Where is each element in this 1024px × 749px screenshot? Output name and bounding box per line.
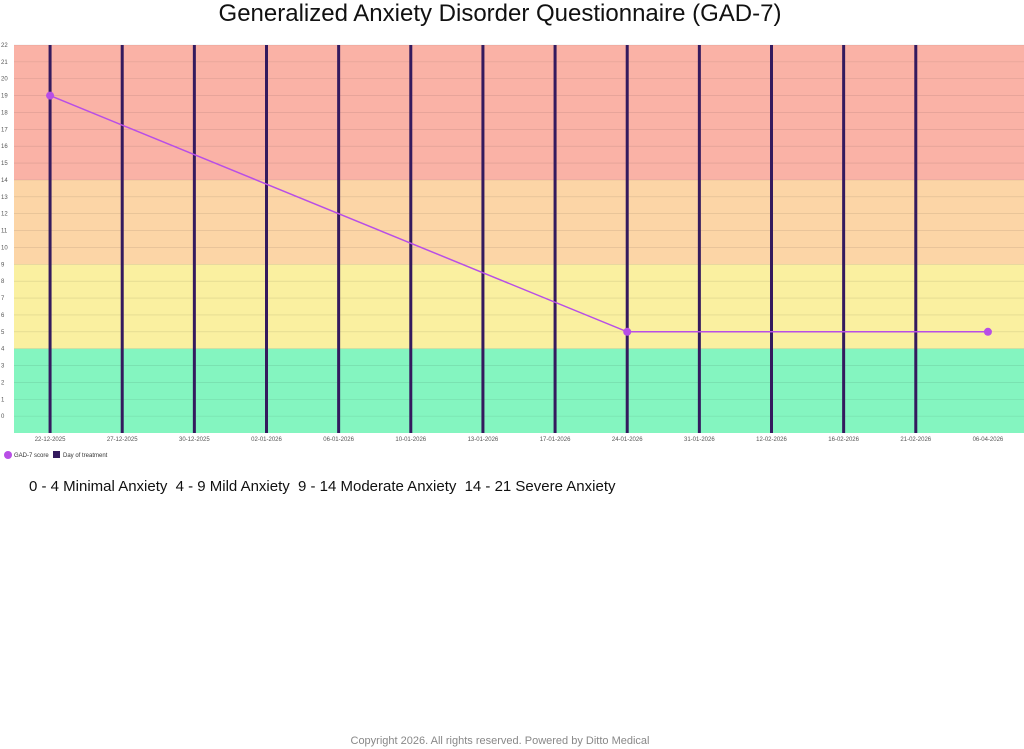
score-point xyxy=(623,327,632,336)
treatment-day-bar xyxy=(625,45,629,433)
x-tick-label: 30-12-2025 xyxy=(179,437,210,443)
y-tick-label: 17 xyxy=(1,127,8,133)
x-tick-label: 06-04-2026 xyxy=(973,437,1004,443)
y-tick-label: 16 xyxy=(1,144,8,150)
x-tick-label: 13-01-2026 xyxy=(468,437,499,443)
severity-bands xyxy=(14,45,1024,433)
y-tick-label: 22 xyxy=(1,43,8,49)
treatment-day-bar xyxy=(553,45,557,433)
severity-band-3 xyxy=(14,45,1024,180)
x-tick-label: 24-01-2026 xyxy=(612,437,643,443)
chart-legend: GAD-7 score Day of treatment xyxy=(4,451,108,459)
severity-legend-moderate: 9 - 14 Moderate Anxiety xyxy=(297,478,457,495)
score-point xyxy=(46,91,55,100)
y-tick-label: 14 xyxy=(1,178,8,184)
y-tick-label: 13 xyxy=(1,195,8,201)
treatment-day-bar xyxy=(697,45,701,433)
y-tick-label: 12 xyxy=(1,212,8,218)
score-series xyxy=(46,91,992,336)
y-tick-label: 2 xyxy=(1,380,5,386)
y-tick-label: 4 xyxy=(1,347,5,353)
y-tick-label: 21 xyxy=(1,60,8,66)
legend-label-score: GAD-7 score xyxy=(14,453,49,459)
score-point xyxy=(983,327,992,336)
treatment-day-bar xyxy=(481,45,485,433)
chart-title: Generalized Anxiety Disorder Questionnai… xyxy=(218,0,782,27)
y-tick-label: 18 xyxy=(1,110,8,116)
treatment-day-bar xyxy=(120,45,124,433)
x-axis-ticks: 22-12-2025 27-12-2025 30-12-2025 02-01-2026… xyxy=(35,437,1004,443)
x-tick-label: 10-01-2026 xyxy=(395,437,426,443)
severity-band-2 xyxy=(14,179,1024,265)
x-tick-label: 02-01-2026 xyxy=(251,437,282,443)
y-tick-label: 6 xyxy=(1,313,5,319)
treatment-day-bar xyxy=(914,45,918,433)
y-tick-label: 8 xyxy=(1,279,5,285)
severity-legend-minimal: 0 - 4 Minimal Anxiety xyxy=(29,478,168,495)
treatment-day-bar xyxy=(265,45,268,433)
legend-label-treatment: Day of treatment xyxy=(63,453,108,459)
treatment-day-bar xyxy=(337,45,341,433)
x-tick-label: 06-01-2026 xyxy=(323,437,354,443)
severity-legend-severe: 14 - 21 Severe Anxiety xyxy=(464,478,616,495)
treatment-day-bar xyxy=(192,45,196,433)
legend-swatch-treatment xyxy=(53,451,60,458)
x-tick-label: 17-01-2026 xyxy=(540,437,571,443)
severity-legend-mild: 4 - 9 Mild Anxiety xyxy=(175,478,290,495)
y-tick-label: 9 xyxy=(1,262,5,268)
treatment-day-bar xyxy=(48,45,52,433)
legend-swatch-score xyxy=(4,451,12,459)
severity-band-1 xyxy=(14,264,1024,349)
y-tick-label: 19 xyxy=(1,94,8,100)
x-tick-label: 12-02-2026 xyxy=(756,437,787,443)
treatment-day-bar xyxy=(409,45,413,433)
y-tick-label: 11 xyxy=(1,229,8,235)
treatment-day-bars xyxy=(48,45,918,433)
x-tick-label: 27-12-2025 xyxy=(107,437,138,443)
treatment-day-bar xyxy=(770,45,773,433)
y-tick-label: 1 xyxy=(1,397,5,403)
severity-band-0 xyxy=(14,348,1024,433)
copyright-footer: Copyright 2026. All rights reserved. Pow… xyxy=(350,735,650,747)
y-tick-label: 15 xyxy=(1,161,8,167)
y-tick-label: 3 xyxy=(1,364,5,370)
grid-lines xyxy=(14,44,1024,417)
y-tick-label: 5 xyxy=(1,330,5,336)
y-tick-label: 7 xyxy=(1,296,5,302)
treatment-day-bar xyxy=(842,45,846,433)
severity-legend: 0 - 4 Minimal Anxiety 4 - 9 Mild Anxiety… xyxy=(29,477,620,497)
x-tick-label: 21-02-2026 xyxy=(900,437,931,443)
x-tick-label: 16-02-2026 xyxy=(828,437,859,443)
x-tick-label: 22-12-2025 xyxy=(35,437,66,443)
y-tick-label: 0 xyxy=(1,414,5,420)
y-tick-label: 10 xyxy=(1,245,8,251)
y-tick-label: 20 xyxy=(1,77,8,83)
x-tick-label: 31-01-2026 xyxy=(684,437,715,443)
